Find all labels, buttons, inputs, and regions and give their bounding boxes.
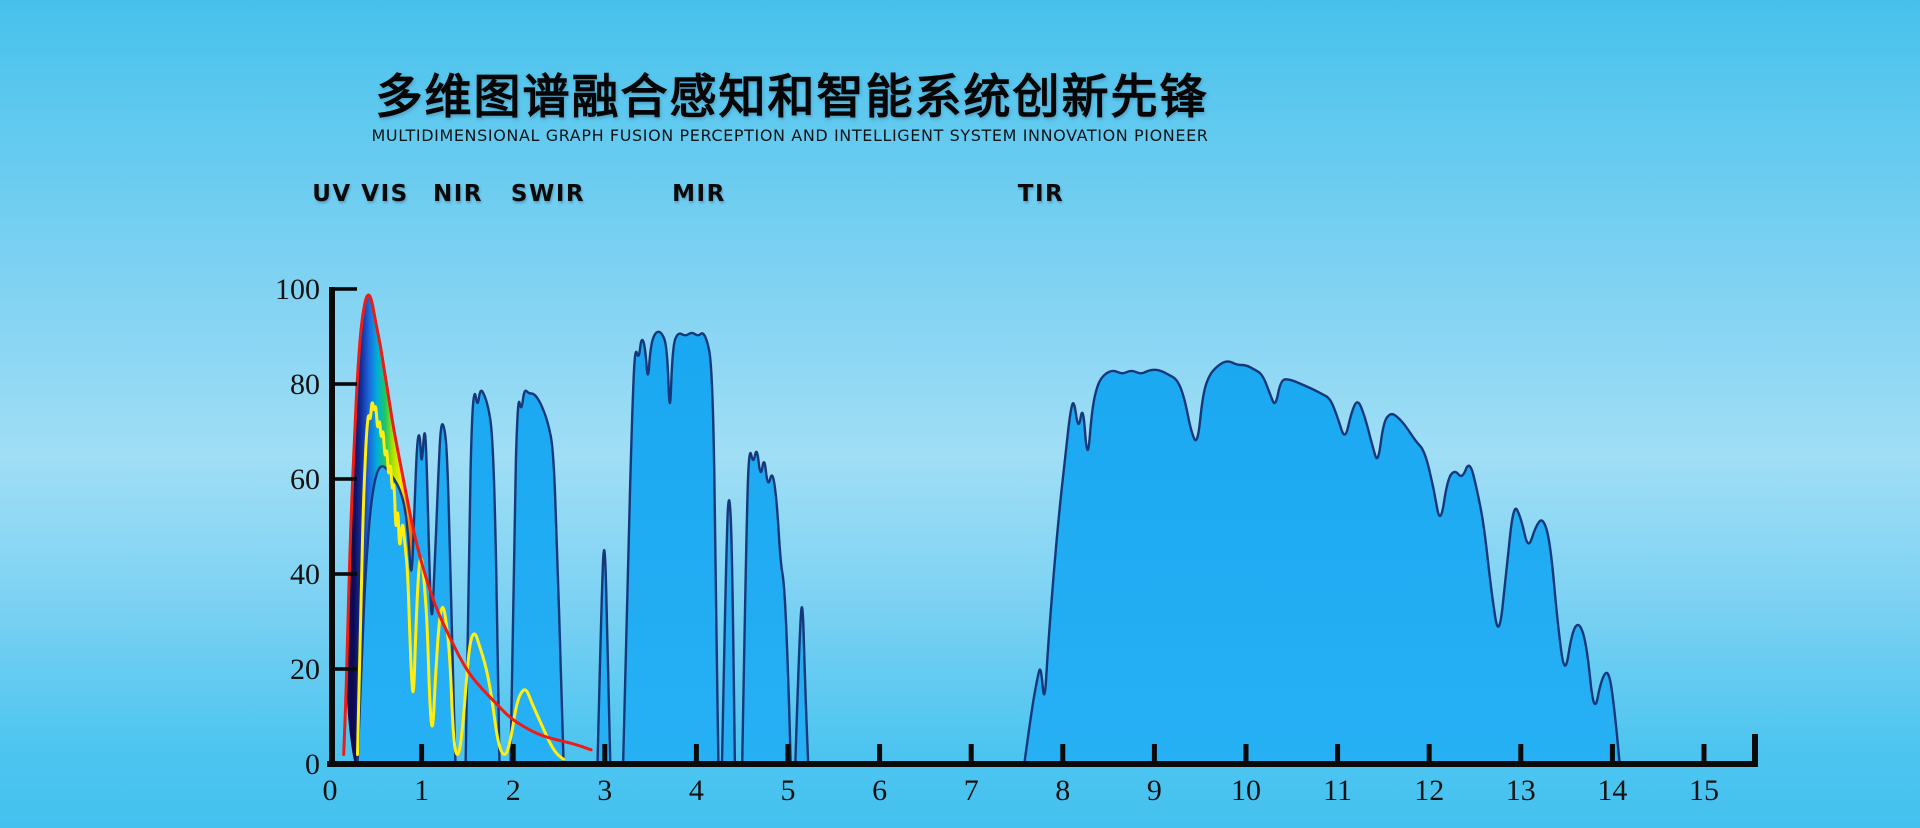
- band-label-swir: SWIR: [510, 181, 586, 207]
- atmospheric-transmission-windows: [794, 606, 810, 766]
- x-tick-label: 10: [1231, 774, 1261, 807]
- x-axis-tick: [1060, 744, 1066, 762]
- atmospheric-transmission-windows: [741, 450, 792, 766]
- x-axis-tick: [1243, 744, 1249, 762]
- band-label-vis: VIS: [361, 181, 409, 207]
- x-tick-label: 13: [1506, 774, 1536, 807]
- atmospheric-transmission-windows: [596, 548, 612, 766]
- x-tick-label: 5: [781, 774, 796, 807]
- y-tick-label: 100: [275, 273, 320, 306]
- x-axis-tick: [1701, 744, 1707, 762]
- y-tick-label: 40: [290, 558, 320, 591]
- y-tick-label: 60: [290, 463, 320, 496]
- x-axis-tick: [419, 744, 425, 762]
- x-tick-label: 4: [689, 774, 704, 807]
- y-tick-label: 20: [290, 653, 320, 686]
- x-tick-label: 8: [1055, 774, 1070, 807]
- x-axis-tick: [602, 744, 608, 762]
- y-tick-label: 0: [305, 748, 320, 781]
- band-label-uv: UV: [312, 181, 352, 207]
- x-axis-tick: [1609, 744, 1615, 762]
- x-axis-tick: [968, 744, 974, 762]
- x-tick-label: 1: [414, 774, 429, 807]
- atmospheric-transmission-windows: [720, 499, 737, 766]
- x-axis-tick: [1151, 744, 1157, 762]
- x-tick-label: 3: [597, 774, 612, 807]
- x-tick-label: 11: [1323, 774, 1352, 807]
- y-axis-tick: [335, 477, 357, 481]
- x-tick-label: 15: [1689, 774, 1719, 807]
- x-axis-tick: [1335, 744, 1341, 762]
- band-label-tir: TIR: [1017, 181, 1065, 207]
- band-label-nir: NIR: [432, 181, 484, 207]
- atmospheric-transmission-windows: [621, 330, 720, 766]
- y-axis-tick: [335, 382, 357, 386]
- x-tick-label: 9: [1147, 774, 1162, 807]
- atmospheric-transmission-windows: [509, 389, 565, 766]
- atmospheric-transmission-windows: [464, 389, 501, 766]
- x-axis-tick: [510, 744, 516, 762]
- x-tick-label: 0: [323, 774, 338, 807]
- x-tick-label: 2: [506, 774, 521, 807]
- x-axis-tick: [1426, 744, 1432, 762]
- y-tick-label: 80: [290, 368, 320, 401]
- solar-blackbody-curve: [342, 293, 593, 756]
- x-axis-end-tick: [1752, 734, 1758, 762]
- visible-spectrum-fill: [346, 294, 417, 764]
- x-tick-label: 6: [872, 774, 887, 807]
- page-subtitle: MULTIDIMENSIONAL GRAPH FUSION PERCEPTION…: [371, 126, 1209, 145]
- x-axis-tick: [693, 744, 699, 762]
- y-axis-tick: [335, 667, 357, 671]
- band-label-mir: MIR: [672, 181, 726, 207]
- y-axis-tick: [335, 572, 357, 576]
- x-tick-label: 14: [1597, 774, 1627, 807]
- x-tick-label: 12: [1414, 774, 1444, 807]
- x-axis: [327, 761, 1758, 767]
- page-title: 多维图谱融合感知和智能系统创新先锋: [375, 70, 1209, 125]
- x-axis-tick: [1518, 744, 1524, 762]
- y-axis: [329, 287, 335, 767]
- atmospheric-transmission-windows: [1023, 360, 1621, 766]
- atmospheric-transmission-windows: [356, 423, 457, 766]
- y-axis-tick: [335, 287, 357, 291]
- x-axis-tick: [877, 744, 883, 762]
- x-axis-tick: [785, 744, 791, 762]
- x-tick-label: 7: [964, 774, 979, 807]
